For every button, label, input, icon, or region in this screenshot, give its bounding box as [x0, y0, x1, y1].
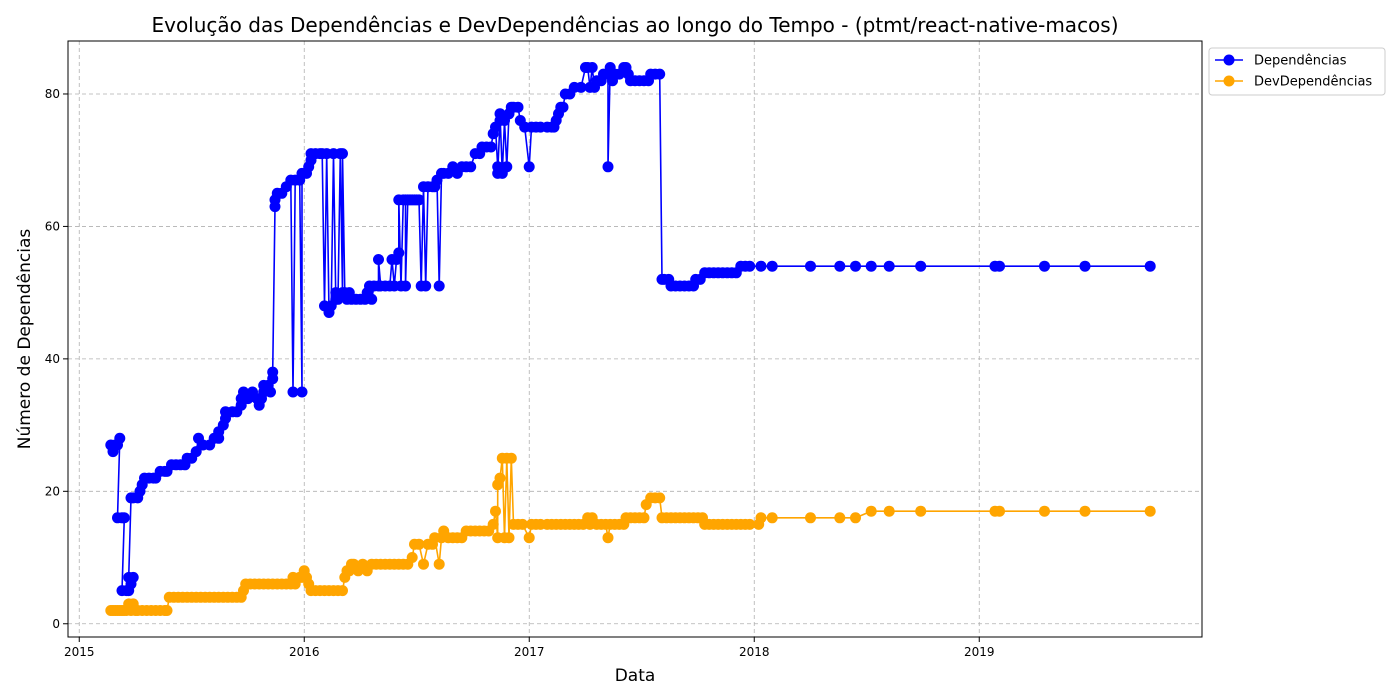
data-point: [915, 505, 927, 517]
data-point: [337, 148, 348, 160]
data-point: [420, 280, 432, 292]
data-point: [575, 81, 587, 93]
data-point: [123, 571, 135, 583]
data-point: [512, 101, 524, 113]
grid-layer: [68, 41, 1202, 637]
data-point: [744, 260, 756, 272]
x-tick-label: 2016: [289, 645, 320, 659]
data-point: [1039, 505, 1050, 517]
x-axis-label: Data: [615, 666, 656, 686]
data-point: [850, 260, 861, 272]
data-point: [1144, 505, 1156, 517]
legend-item: Dependências: [1215, 54, 1347, 69]
data-point: [557, 101, 569, 113]
data-point: [834, 512, 846, 524]
data-point: [118, 512, 130, 524]
x-tick-label: 2015: [64, 645, 95, 659]
data-point: [865, 505, 877, 517]
data-point: [485, 141, 497, 153]
data-point: [654, 68, 666, 80]
data-point: [366, 293, 378, 305]
legend-label: DevDependências: [1254, 75, 1372, 90]
data-point: [1144, 260, 1156, 272]
data-point: [1079, 260, 1091, 272]
y-tick-label: 60: [45, 219, 60, 233]
legend-label: Dependências: [1254, 54, 1347, 69]
y-tick-label: 0: [52, 617, 60, 631]
data-point: [755, 260, 767, 272]
data-point: [744, 518, 756, 530]
data-point: [883, 505, 895, 517]
data-point: [433, 558, 445, 570]
data-point: [393, 247, 405, 259]
series-1: [105, 62, 1156, 597]
data-point: [418, 558, 429, 570]
legend-items: Dependências DevDependências: [1215, 54, 1372, 90]
data-point: [1079, 505, 1091, 517]
data-point: [114, 432, 126, 444]
data-point: [503, 532, 515, 544]
legend-marker: [1223, 54, 1235, 66]
data-point: [602, 532, 614, 544]
data-point: [413, 538, 425, 550]
legend-marker: [1223, 75, 1235, 87]
y-tick-label: 40: [45, 352, 60, 366]
data-point: [494, 472, 506, 484]
data-point: [654, 492, 666, 504]
data-point: [1039, 260, 1050, 272]
legend-box: [1208, 47, 1386, 96]
x-tick-label: 2019: [964, 645, 995, 659]
y-tick-label: 20: [45, 484, 60, 498]
data-point: [161, 605, 173, 616]
data-point: [766, 512, 778, 524]
data-point: [501, 161, 513, 173]
data-point: [517, 518, 528, 530]
data-point: [834, 260, 846, 272]
data-point: [766, 260, 778, 272]
data-point: [805, 512, 816, 524]
data-point: [337, 585, 348, 597]
data-point: [406, 552, 418, 563]
legend: Dependências DevDependências: [1208, 47, 1386, 96]
data-point: [413, 194, 425, 206]
data-point: [994, 505, 1005, 517]
chart-title: Evolução das Dependências e DevDependênc…: [151, 13, 1118, 37]
y-tick-label: 80: [45, 87, 60, 101]
data-point: [490, 505, 501, 517]
data-point: [465, 161, 477, 173]
data-point: [400, 280, 411, 292]
data-point: [638, 512, 650, 524]
data-point: [755, 512, 767, 524]
data-point: [505, 452, 517, 464]
data-point: [523, 161, 535, 173]
data-point: [586, 62, 598, 73]
data-point: [915, 260, 927, 272]
data-point: [296, 386, 308, 398]
data-point: [373, 254, 384, 265]
data-point: [883, 260, 895, 272]
series-2: [105, 452, 1156, 616]
data-point: [433, 280, 445, 292]
tick-layer: 2015 2016 2017 2018 2019 0 20 40 60 80: [45, 87, 995, 659]
data-point: [265, 386, 276, 398]
series-layer: [105, 62, 1156, 616]
data-point: [994, 260, 1005, 272]
data-point: [267, 366, 279, 378]
x-tick-label: 2018: [739, 645, 770, 659]
y-axis-label: Número de Dependências: [15, 229, 35, 450]
x-tick-label: 2017: [514, 645, 545, 659]
data-point: [602, 161, 614, 173]
plot-area-frame: [67, 40, 1203, 638]
data-point: [523, 532, 535, 544]
data-point: [805, 260, 816, 272]
data-point: [865, 260, 877, 272]
data-point: [287, 386, 299, 398]
data-point: [487, 518, 499, 530]
data-point: [850, 512, 861, 524]
data-point: [190, 446, 202, 458]
legend-item: DevDependências: [1215, 75, 1372, 90]
